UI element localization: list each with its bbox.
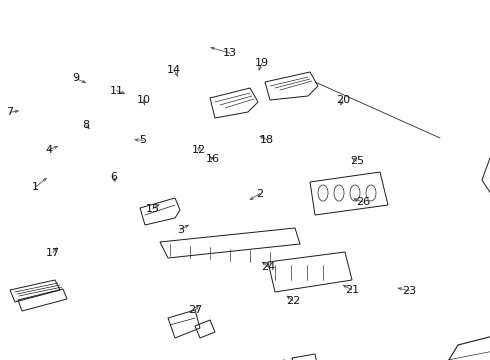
Text: 11: 11: [110, 86, 123, 96]
Text: 15: 15: [146, 204, 160, 214]
Text: 13: 13: [223, 48, 237, 58]
Text: 12: 12: [192, 145, 205, 156]
Text: 9: 9: [73, 73, 79, 84]
Text: 3: 3: [177, 225, 184, 235]
Text: 7: 7: [6, 107, 13, 117]
Text: 20: 20: [336, 95, 350, 105]
Text: 17: 17: [46, 248, 60, 258]
Text: 1: 1: [32, 182, 39, 192]
Text: 18: 18: [260, 135, 274, 145]
Text: 4: 4: [46, 145, 52, 155]
Text: 6: 6: [110, 172, 117, 182]
Text: 10: 10: [137, 95, 150, 105]
Text: 21: 21: [345, 285, 359, 295]
Text: 24: 24: [261, 262, 276, 272]
Text: 23: 23: [402, 286, 416, 296]
Text: 14: 14: [167, 65, 181, 75]
Text: 16: 16: [206, 154, 220, 164]
Text: 2: 2: [256, 189, 263, 199]
Text: 19: 19: [255, 58, 269, 68]
Text: 5: 5: [140, 135, 147, 145]
Text: 26: 26: [357, 197, 370, 207]
Text: 8: 8: [82, 120, 89, 130]
Text: 22: 22: [286, 296, 300, 306]
Text: 27: 27: [188, 305, 202, 315]
Text: 25: 25: [350, 156, 364, 166]
